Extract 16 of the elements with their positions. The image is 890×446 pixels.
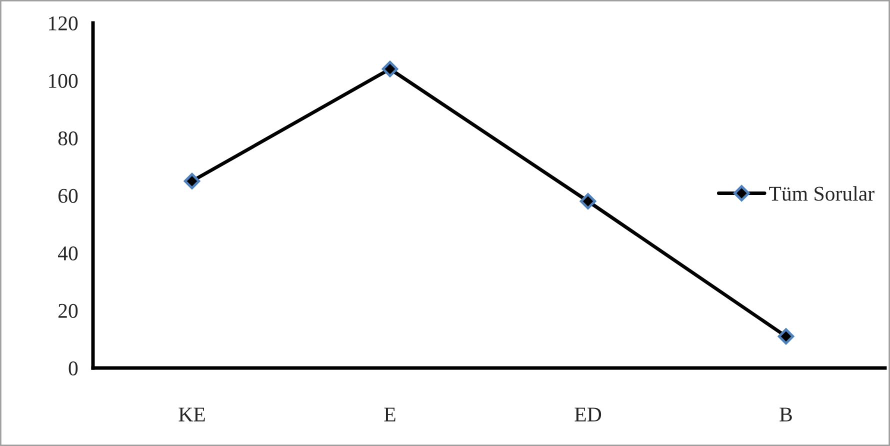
point — [580, 193, 596, 210]
y-tick-label: 20 — [58, 304, 78, 318]
x-tick-label: ED — [574, 408, 602, 422]
point — [382, 60, 398, 78]
point — [184, 173, 200, 190]
legend-label: Tüm Sorular — [769, 186, 874, 201]
y-tick-label: 120 — [49, 16, 78, 30]
y-tick-label: 80 — [58, 131, 78, 146]
x-tick-label: E — [384, 408, 396, 422]
y-tick-label: 0 — [68, 361, 78, 376]
x-tick-label: KE — [178, 408, 205, 422]
y-tick-label: 40 — [58, 246, 78, 260]
y-tick-label: 100 — [49, 74, 78, 88]
x-tick-label: B — [780, 408, 792, 422]
point — [778, 328, 794, 344]
y-tick-label: 60 — [58, 188, 78, 203]
